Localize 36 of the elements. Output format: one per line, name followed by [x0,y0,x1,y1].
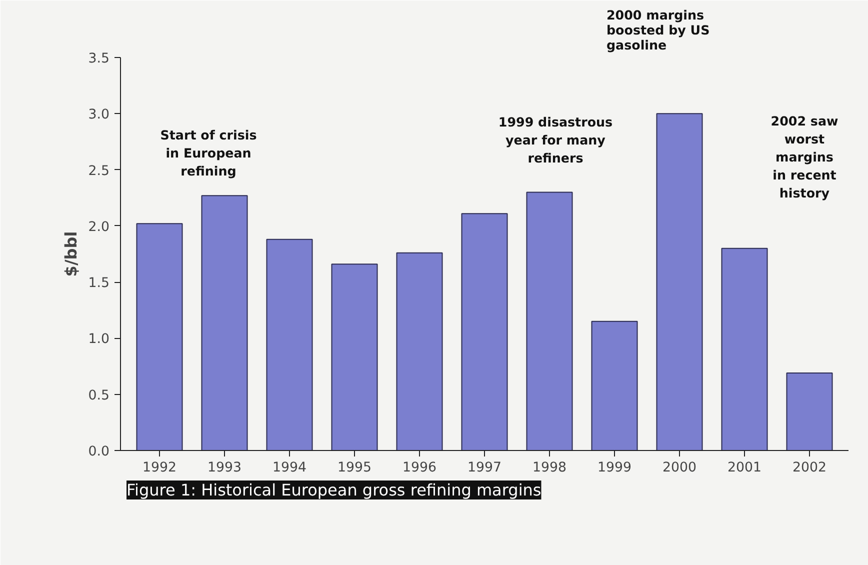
text: Figure 1: Historical European gross refining margins [126,480,542,500]
x-tick-label: 1992 [142,460,176,476]
text: 2000 margins boosted by US gasoline [606,8,710,52]
y-tick-label: 0.0 [88,444,110,460]
x-tick-label: 1997 [468,460,502,476]
bar [721,248,768,450]
annotation: 1999 disastrous year for many refiners [498,114,613,166]
annotation: Start of crisis in European refining [160,128,257,178]
x-tick-label: 1996 [402,460,436,476]
bar [786,372,833,450]
bar [396,252,443,450]
x-tick-label: 1993 [208,460,242,476]
y-tick-label: 2.0 [88,220,110,235]
x-tick-label: 2001 [728,460,762,476]
x-tick-label: 1998 [532,460,566,476]
y-tick-label: 3.0 [88,108,110,123]
bar [266,238,313,450]
bar [591,320,638,450]
y-tick-label: 1.5 [88,276,110,292]
annotation: 2002 saw worst margins in recent history [770,114,839,200]
bar [136,223,183,450]
x-tick-label: 1994 [272,460,306,476]
y-axis-title: $/bbl [61,231,80,277]
x-tick-label: 1995 [338,460,372,476]
y-tick-label: 1.0 [88,332,110,348]
bar [656,113,703,450]
bar [526,192,573,450]
x-tick-label: 2002 [792,460,826,476]
y-tick-label: 3.5 [88,52,110,66]
y-tick-label: 0.5 [88,388,110,404]
y-tick-label: 2.5 [88,164,110,179]
x-tick-label: 1999 [598,460,632,476]
bar [201,195,248,450]
bar [461,213,508,450]
x-tick-label: 2000 [662,460,696,476]
bar [331,264,378,450]
